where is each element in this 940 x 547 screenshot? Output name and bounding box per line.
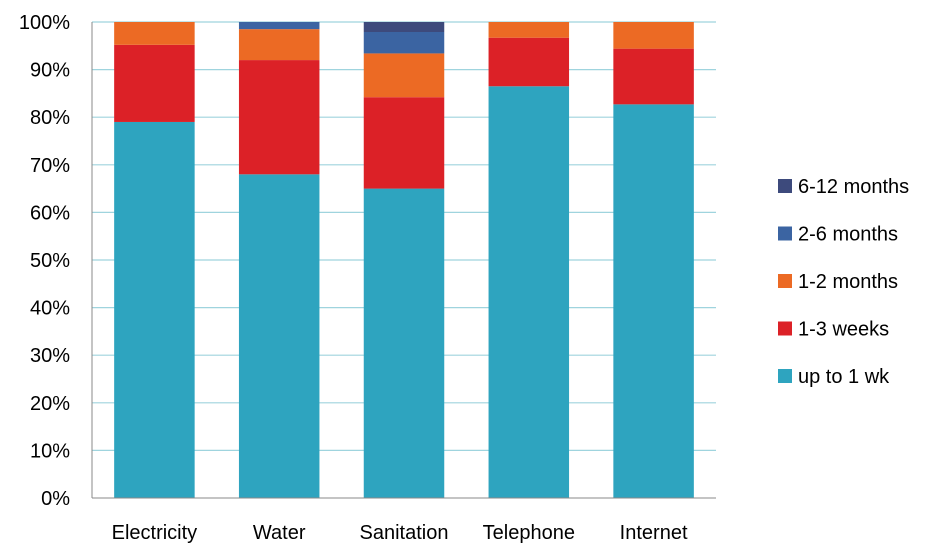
category-labels: Electricity Water Sanitation Telephone Inter…	[112, 522, 688, 544]
legend-swatch	[778, 179, 792, 193]
y-tick-label: 0%	[41, 488, 70, 510]
axes	[91, 22, 716, 499]
y-tick-label: 70%	[30, 155, 70, 177]
bar-segment	[488, 86, 570, 498]
bars	[114, 22, 694, 499]
y-tick-label: 80%	[30, 107, 70, 129]
bar-segment	[488, 37, 570, 87]
y-tick-label: 100%	[19, 12, 70, 34]
bar-segment	[363, 31, 445, 54]
y-tick-label: 90%	[30, 60, 70, 82]
legend-swatch	[778, 321, 792, 336]
y-tick-labels: 0% 10% 20% 30% 40% 50% 60% 70% 80% 90% 100%	[19, 12, 70, 510]
category-label: Internet	[620, 522, 688, 544]
legend-label: 6-12 months	[798, 176, 909, 198]
legend-swatch	[778, 226, 792, 241]
bar-segment	[363, 188, 445, 498]
legend-label: 1-3 weeks	[798, 319, 889, 341]
bar-segment	[114, 22, 195, 45]
bar-segment	[238, 60, 320, 175]
bar-segment	[238, 29, 320, 61]
bar-segment	[488, 22, 570, 38]
category-label: Telephone	[483, 522, 575, 544]
bar-segment	[114, 121, 195, 499]
bar-segment	[613, 22, 694, 49]
bar-segment	[238, 22, 320, 30]
bar-segment	[613, 48, 694, 105]
bar-segment	[363, 97, 445, 189]
y-tick-label: 20%	[30, 393, 70, 415]
y-tick-label: 40%	[30, 298, 70, 320]
bar-segment	[363, 22, 445, 32]
legend-label: up to 1 wk	[798, 366, 890, 388]
category-label: Electricity	[112, 522, 198, 544]
legend-label: 2-6 months	[798, 224, 898, 246]
y-tick-label: 50%	[30, 250, 70, 272]
y-tick-label: 10%	[30, 440, 70, 462]
bar-segment	[114, 44, 195, 122]
bar-segment	[363, 53, 445, 98]
bar-segment	[613, 104, 694, 499]
bar-segment	[238, 174, 320, 498]
category-label: Water	[253, 522, 306, 544]
legend-swatch	[778, 369, 792, 383]
legend-label: 1-2 months	[798, 271, 898, 293]
y-tick-label: 60%	[30, 202, 70, 224]
legend: 6-12 months 2-6 months 1-2 months 1-3 weeks…	[778, 176, 909, 388]
legend-swatch	[778, 274, 792, 288]
category-label: Sanitation	[360, 522, 449, 544]
y-tick-label: 30%	[30, 345, 70, 367]
